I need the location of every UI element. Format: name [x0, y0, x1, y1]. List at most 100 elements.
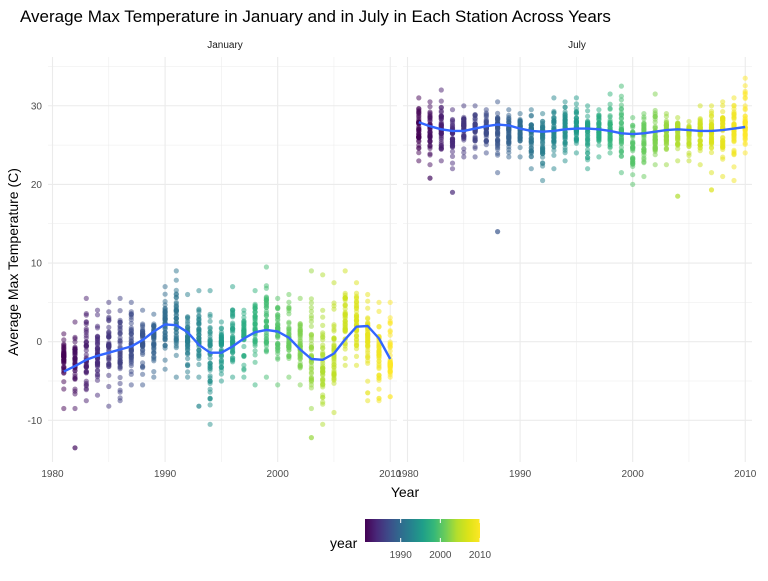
data-point — [252, 352, 258, 358]
data-point — [720, 139, 726, 145]
data-point — [630, 161, 636, 167]
data-point — [286, 320, 292, 326]
data-point — [731, 164, 737, 170]
data-point — [742, 140, 748, 146]
data-point — [387, 299, 393, 305]
data-point — [83, 295, 89, 301]
data-point — [241, 332, 247, 338]
data-point — [263, 304, 269, 310]
data-point — [252, 288, 258, 294]
data-point — [641, 123, 647, 129]
x-tick-label: 2000 — [622, 469, 645, 480]
data-point — [162, 366, 168, 372]
data-point — [308, 370, 314, 377]
data-point — [128, 311, 134, 317]
data-point — [252, 343, 258, 349]
data-point — [151, 341, 157, 347]
data-point-outlier — [495, 229, 501, 235]
data-point — [173, 268, 179, 274]
data-point — [387, 329, 393, 335]
data-point — [275, 332, 281, 338]
data-point — [151, 311, 157, 317]
data-point — [652, 152, 658, 158]
data-point — [252, 359, 258, 365]
data-point — [94, 374, 101, 380]
data-point — [686, 158, 692, 164]
data-point — [562, 104, 568, 110]
x-tick-label: 2010 — [379, 469, 402, 480]
data-point — [72, 346, 78, 352]
data-point — [697, 162, 703, 168]
data-point — [438, 113, 444, 119]
data-point — [308, 347, 314, 353]
data-point — [585, 139, 591, 145]
data-point — [140, 371, 146, 377]
data-point — [106, 403, 112, 409]
data-point — [218, 342, 224, 349]
data-point — [263, 318, 269, 324]
data-point — [83, 340, 89, 346]
data-point — [308, 366, 314, 372]
data-point — [528, 166, 534, 172]
data-point — [506, 107, 512, 113]
data-point — [308, 385, 314, 391]
data-point-outlier — [675, 193, 681, 199]
data-point — [630, 123, 636, 129]
data-point — [495, 152, 501, 158]
data-point — [528, 137, 534, 143]
data-point — [106, 372, 112, 378]
data-point — [320, 399, 326, 405]
data-point — [297, 331, 303, 337]
data-point — [551, 110, 557, 116]
data-point — [185, 291, 191, 298]
data-point — [607, 114, 613, 120]
data-point — [263, 348, 269, 354]
data-point — [241, 320, 247, 326]
data-point — [162, 330, 168, 336]
data-point — [540, 138, 546, 144]
data-point — [128, 325, 134, 331]
data-point — [61, 405, 67, 412]
y-tick-label: 20 — [31, 180, 43, 191]
data-point — [106, 355, 112, 361]
data-point — [263, 283, 269, 289]
data-point — [630, 156, 636, 162]
data-point — [61, 358, 67, 364]
data-point — [117, 308, 123, 314]
data-point — [117, 359, 123, 365]
data-point — [61, 350, 67, 356]
data-point — [427, 162, 433, 168]
data-point — [365, 343, 371, 349]
data-point — [353, 353, 360, 359]
data-point — [173, 374, 179, 380]
data-point — [94, 362, 101, 368]
data-point — [731, 147, 737, 153]
data-point — [540, 177, 546, 184]
data-point — [652, 162, 658, 168]
data-point — [376, 308, 382, 314]
data-point — [427, 104, 433, 110]
data-point — [449, 160, 456, 166]
data-point — [196, 335, 202, 341]
data-point — [252, 316, 258, 322]
data-point — [151, 369, 157, 375]
data-point — [438, 130, 444, 136]
data-point — [94, 368, 101, 374]
data-point — [708, 108, 715, 114]
data-point — [61, 379, 67, 385]
data-point — [117, 338, 123, 344]
data-point — [596, 130, 602, 136]
data-point — [331, 409, 337, 416]
data-point — [675, 115, 681, 121]
data-point — [427, 133, 433, 139]
data-point — [140, 360, 146, 366]
data-point — [320, 314, 326, 320]
data-point — [230, 326, 236, 332]
data-point-outlier — [387, 394, 393, 400]
data-point — [342, 355, 348, 361]
data-point — [286, 344, 292, 350]
data-point — [241, 310, 247, 317]
data-point — [342, 312, 348, 319]
data-point — [506, 147, 512, 153]
